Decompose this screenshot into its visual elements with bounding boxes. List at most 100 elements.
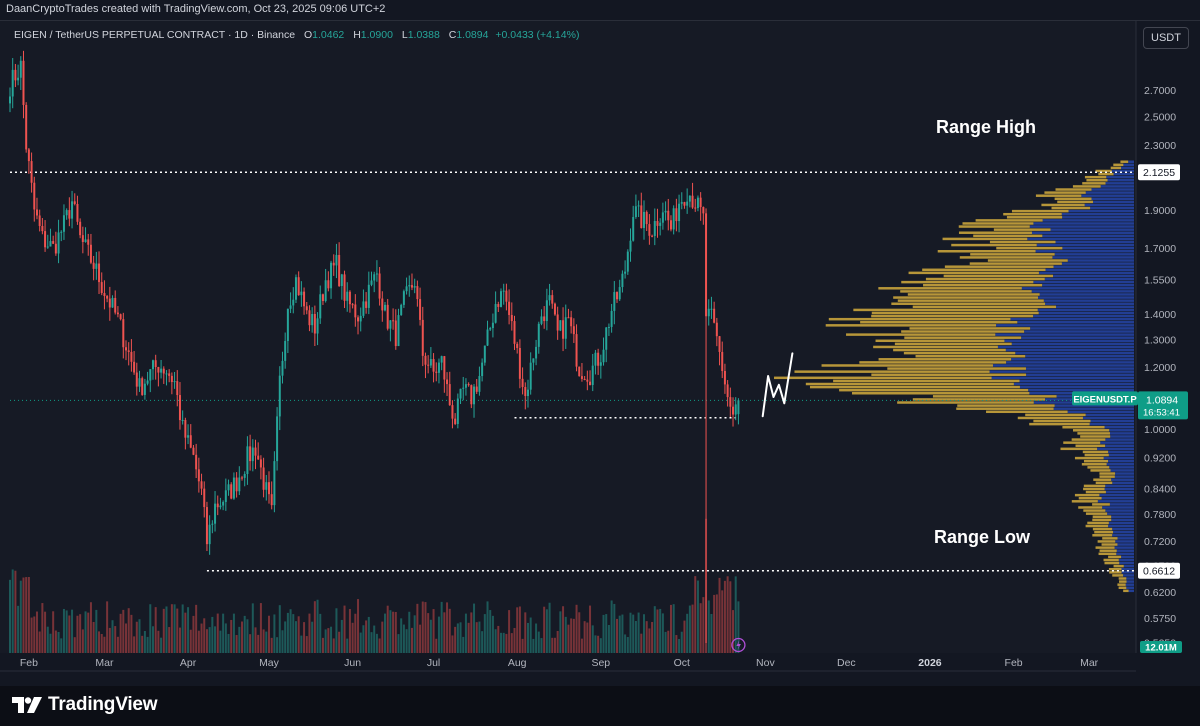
volume-bar	[718, 577, 721, 653]
time-tick-label: Mar	[95, 657, 114, 669]
candle-body	[327, 280, 330, 289]
chart-frame[interactable]: 2.7000 2.5000 2.3000 1.9000 1.7000 1.5500 1.40…	[0, 20, 1200, 687]
candle-body	[316, 318, 319, 334]
volume-bar	[578, 612, 581, 653]
volume-profile-row-down	[1105, 490, 1134, 494]
volume-bar	[286, 612, 289, 653]
candle-body	[227, 484, 230, 491]
volume-profile-row-up	[891, 302, 1046, 305]
volume-bar	[637, 612, 640, 653]
volume-bar	[300, 635, 303, 653]
volume-bar	[289, 609, 292, 653]
volume-bar	[133, 636, 136, 653]
volume-profile-row-down	[1113, 172, 1134, 176]
candle-body	[38, 215, 41, 226]
volume-bar	[219, 630, 222, 653]
price-axis[interactable]: 2.7000 2.5000 2.3000 1.9000 1.7000 1.5500 1.40…	[1135, 21, 1200, 653]
candle-body	[688, 195, 691, 202]
volume-bar	[338, 631, 341, 653]
time-tick-label: Nov	[756, 657, 775, 669]
volume-profile-row-down	[1062, 246, 1134, 250]
volume-bar	[308, 613, 311, 653]
candle-body	[57, 232, 60, 254]
candle-body	[394, 320, 397, 347]
volume-bar	[505, 633, 508, 653]
volume-profile-row-up	[851, 392, 1030, 395]
volume-bar	[451, 635, 454, 653]
candle-body	[483, 345, 486, 363]
volume-bar	[60, 638, 63, 653]
candle-body	[346, 291, 349, 301]
volume-bar	[348, 609, 351, 653]
volume-profile-row-down	[1128, 160, 1134, 163]
footer: TradingView	[0, 686, 1200, 726]
time-axis[interactable]: Feb Mar Apr May Jun Jul Aug Sep Oct Nov Dec 2026 Feb…	[0, 653, 1200, 687]
change-value: +0.0433 (+4.14%)	[495, 29, 580, 41]
volume-bar	[141, 635, 144, 653]
price-chart[interactable]: 2.7000 2.5000 2.3000 1.9000 1.7000 1.5500 1.40…	[0, 21, 1200, 687]
volume-bar	[130, 614, 133, 653]
volume-profile-row-up	[794, 370, 990, 373]
time-tick-label: Mar	[1080, 657, 1099, 669]
volume-bar	[251, 603, 254, 653]
volume-bar	[553, 637, 556, 653]
volume-bar	[672, 604, 675, 653]
currency-selector[interactable]: USDT	[1143, 27, 1189, 49]
symbol-title[interactable]: EIGEN / TetherUS PERPETUAL CONTRACT · 1D…	[14, 29, 296, 41]
candle-body	[516, 343, 519, 348]
volume-bar	[230, 619, 233, 653]
volume-profile-row-down	[1125, 583, 1134, 586]
candle-body	[734, 404, 737, 415]
candle-body	[634, 206, 637, 218]
candle-body	[27, 149, 30, 162]
volume-profile-row-down	[1053, 407, 1134, 410]
volume-bar	[138, 619, 141, 653]
volume-bar	[659, 608, 662, 653]
volume-profile-row-up	[1092, 527, 1113, 531]
tradingview-logo[interactable]: TradingView	[12, 694, 158, 716]
high-value: 1.0900	[360, 29, 393, 41]
candle-body	[545, 300, 548, 322]
volume-bar	[508, 610, 511, 653]
volume-bar	[621, 614, 624, 653]
symbol-legend[interactable]: EIGEN / TetherUS PERPETUAL CONTRACT · 1D…	[14, 29, 579, 41]
volume-profile-row-down	[1019, 385, 1134, 389]
volume-profile-row-up	[846, 333, 996, 336]
volume-profile-row-up	[1075, 444, 1106, 447]
volume-bar	[343, 605, 346, 653]
candle-body	[505, 290, 508, 302]
volume-bar	[570, 618, 573, 653]
volume-bar	[459, 622, 462, 653]
volume-bar	[402, 624, 405, 653]
candle-body	[521, 378, 524, 388]
volume-bar	[397, 634, 400, 653]
volume-bar	[686, 613, 689, 653]
price-tick-label: 1.7000	[1144, 243, 1176, 255]
volume-profile-row-down	[1043, 299, 1134, 302]
volume-bar	[618, 615, 621, 653]
volume-profile-row-up	[853, 308, 1038, 312]
volume-profile-row-down	[1056, 305, 1134, 309]
volume-bar	[354, 613, 357, 653]
candle-body	[84, 239, 87, 242]
candle-body	[446, 379, 449, 385]
candle-body	[151, 360, 154, 370]
candle-body	[162, 368, 165, 374]
volume-bar	[17, 605, 20, 653]
volume-bar	[424, 602, 427, 653]
volume-bar	[632, 614, 635, 653]
volume-bar	[443, 612, 446, 653]
volume-bar	[680, 631, 683, 653]
volume-bar	[373, 625, 376, 653]
candle-body	[575, 334, 578, 367]
candle-body	[378, 273, 381, 299]
volume-profile-row-up	[958, 225, 1030, 228]
candle-body	[138, 378, 141, 387]
volume-profile-row-up	[1112, 574, 1124, 577]
volume-profile-row-up	[1081, 463, 1107, 466]
volume-bar	[572, 618, 575, 653]
volume-bar	[192, 615, 195, 653]
candle-body	[675, 208, 678, 222]
volume-bar	[76, 615, 79, 653]
volume-profile-row-up	[1074, 456, 1104, 460]
